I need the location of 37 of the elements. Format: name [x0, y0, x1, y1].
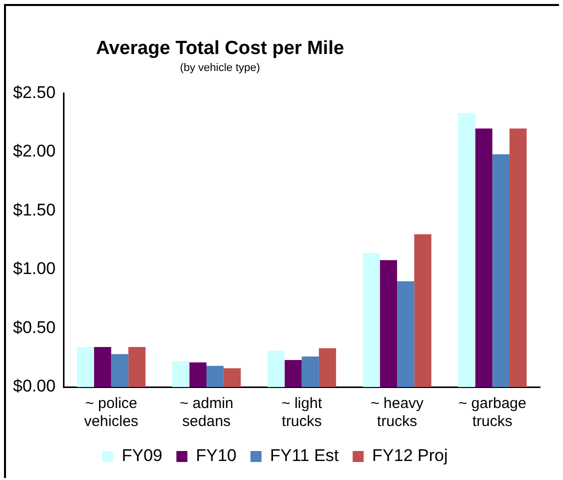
x-tick-label: ~ light trucks [282, 395, 323, 430]
legend-label: FY11 Est [270, 446, 339, 466]
x-tick-label: ~ police vehicles [84, 395, 138, 430]
bar [475, 128, 492, 387]
bar [128, 347, 146, 387]
bar [172, 361, 190, 387]
bar [362, 253, 380, 387]
bar [206, 366, 224, 387]
bar [302, 356, 319, 387]
bar [224, 368, 241, 387]
x-tick-label: ~ admin sedans [180, 395, 234, 430]
y-tick-label: $2.00 [12, 142, 56, 161]
bar [458, 113, 476, 387]
y-tick-label: $0.50 [12, 318, 56, 337]
y-tick-label: $1.50 [12, 200, 56, 220]
bar [510, 128, 527, 387]
bar [284, 360, 302, 387]
legend-label: FY09 [122, 446, 162, 466]
bar [380, 260, 398, 387]
chart-subtitle: (by vehicle type) [178, 62, 262, 74]
y-tick-label: $2.50 [12, 82, 56, 102]
y-tick-label: $1.00 [12, 259, 56, 278]
x-tick-label: ~ garbage trucks [458, 395, 526, 430]
bar [76, 347, 94, 387]
bar [397, 281, 414, 387]
legend-label: FY12 Proj [372, 446, 448, 466]
legend-label: FY10 [196, 446, 237, 466]
bar [94, 347, 112, 387]
bar [492, 154, 510, 387]
bar [414, 234, 432, 387]
bar [111, 354, 128, 387]
bar [267, 350, 285, 387]
chart-title: Average Total Cost per Mile [94, 38, 346, 60]
x-tick-label: ~ heavy trucks [370, 395, 424, 430]
bar [189, 362, 206, 387]
bar [318, 348, 336, 387]
y-tick-label: $0.00 [12, 376, 56, 396]
